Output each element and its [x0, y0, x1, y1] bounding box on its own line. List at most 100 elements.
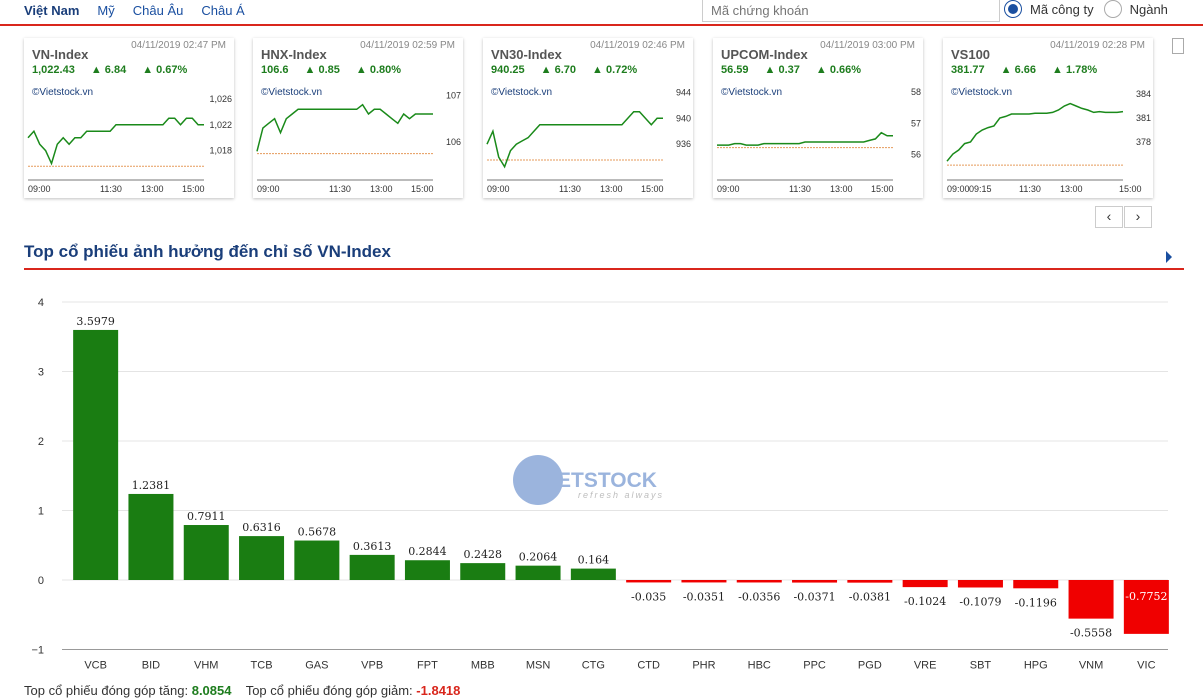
index-card-vn-index[interactable]: VN-Index 04/11/2019 02:47 PM ©Vietstock.vn…: [24, 38, 234, 198]
bar-value-label: 0.5678: [298, 526, 337, 539]
bar-gas[interactable]: [294, 540, 340, 580]
index-card-vs100[interactable]: VS100 04/11/2019 02:28 PM ©Vietstock.vn 381…: [943, 38, 1153, 198]
x-tick-label: 11:30: [559, 184, 581, 194]
tab-vietnam[interactable]: Việt Nam: [24, 3, 80, 18]
x-tick-label: CTD: [637, 660, 660, 672]
bar-pgd[interactable]: [847, 580, 893, 583]
prev-button[interactable]: ‹: [1095, 206, 1123, 228]
x-tick-label: 09:15: [969, 184, 992, 194]
x-tick-label: TCB: [251, 660, 273, 672]
bar-value-label: -0.7752: [1125, 590, 1167, 603]
x-tick-label: 15:00: [411, 184, 434, 194]
bar-sbt[interactable]: [957, 580, 1003, 588]
radio-industry[interactable]: [1103, 0, 1122, 18]
card-value: 1,022.43: [32, 64, 75, 76]
bar-value-label: -0.1079: [959, 595, 1001, 608]
y-tick-label: 3: [38, 367, 44, 379]
bar-value-label: 0.2844: [408, 545, 447, 558]
x-tick-label: 11:30: [1019, 184, 1041, 194]
bar-vcb[interactable]: [73, 329, 119, 580]
bar-value-label: -0.0381: [849, 591, 891, 604]
bar-fpt[interactable]: [404, 560, 450, 580]
bar-value-label: 0.6316: [242, 521, 281, 534]
bar-vnm[interactable]: [1068, 580, 1114, 619]
bar-ctg[interactable]: [570, 568, 616, 580]
y-tick-label: 1: [38, 506, 44, 518]
x-tick-label: 09:00: [717, 184, 740, 194]
x-tick-label: 11:30: [789, 184, 811, 194]
bar-ctd[interactable]: [626, 580, 672, 583]
down-label: Top cổ phiếu đóng góp giảm:: [245, 683, 413, 698]
bar-hbc[interactable]: [736, 580, 782, 583]
x-tick-label: SBT: [970, 660, 992, 672]
y-tick-label: 58: [911, 87, 921, 97]
section-divider: [24, 268, 1184, 270]
card-time: 04/11/2019 03:00 PM: [820, 40, 915, 51]
card-values: 940.25 ▲ 6.70 ▲ 0.72%: [491, 64, 653, 76]
card-source: ©Vietstock.vn: [951, 87, 1013, 98]
card-name: UPCOM-Index: [721, 47, 808, 62]
stock-search-input[interactable]: [702, 0, 1000, 22]
x-tick-label: CTG: [582, 660, 605, 672]
radio-company-code-label: Mã công ty: [1030, 1, 1094, 17]
x-tick-label: 13:00: [370, 184, 393, 194]
bar-hpg[interactable]: [1013, 580, 1059, 589]
search-mode-radios: Mã công ty Ngành: [1004, 0, 1178, 18]
card-pct: ▲ 0.80%: [355, 64, 402, 76]
price-line: [256, 103, 433, 152]
price-line: [946, 102, 1124, 162]
y-tick-label: 106: [446, 137, 461, 147]
card-pct: ▲ 0.72%: [592, 64, 638, 76]
sparkline-chart: 384 381 378 09:00 09:15 11:30 13:00 15:00: [946, 89, 1151, 194]
bar-vhm[interactable]: [183, 525, 229, 580]
sparkline-chart: 944 940 936 09:00 11:30 13:00 15:00: [486, 87, 691, 194]
next-button[interactable]: ›: [1124, 206, 1152, 228]
radio-company-code[interactable]: [1004, 0, 1022, 18]
bar-tcb[interactable]: [239, 536, 285, 580]
card-values: 1,022.43 ▲ 6.84 ▲ 0.67%: [32, 64, 203, 76]
bar-value-label: 0.2428: [464, 548, 503, 561]
bar-mbb[interactable]: [460, 563, 506, 580]
bar-bid[interactable]: [128, 493, 174, 580]
y-tick-label: 944: [676, 87, 691, 97]
x-tick-label: 13:00: [1060, 184, 1083, 194]
y-tick-label: 2: [38, 436, 44, 448]
x-tick-label: 15:00: [871, 184, 894, 194]
x-tick-label: PPC: [803, 660, 826, 672]
x-tick-label: 11:30: [329, 184, 351, 194]
card-value: 940.25: [491, 64, 525, 76]
y-tick-label: 1,026: [209, 94, 232, 104]
bar-vic[interactable]: [1123, 580, 1169, 634]
y-tick-label: 4: [38, 297, 44, 309]
card-time: 04/11/2019 02:28 PM: [1050, 40, 1145, 51]
index-card-upcom-index[interactable]: UPCOM-Index 04/11/2019 03:00 PM ©Vietstock…: [713, 38, 923, 198]
bar-vre[interactable]: [902, 580, 948, 588]
bar-phr[interactable]: [681, 580, 727, 583]
tab-europe[interactable]: Châu Âu: [132, 3, 184, 18]
bar-value-label: 0.164: [578, 554, 610, 567]
card-name: VN30-Index: [491, 47, 562, 62]
y-tick-label: 0: [38, 575, 44, 587]
expand-arrow-icon[interactable]: [1166, 251, 1172, 263]
bar-value-label: 1.2381: [132, 479, 171, 492]
card-time: 04/11/2019 02:46 PM: [590, 40, 685, 51]
index-card-vn30-index[interactable]: VN30-Index 04/11/2019 02:46 PM ©Vietstock.…: [483, 38, 693, 198]
card-time: 04/11/2019 02:47 PM: [131, 40, 226, 51]
bar-value-label: -0.1024: [904, 595, 946, 608]
x-tick-label: 15:00: [1119, 184, 1142, 194]
bar-ppc[interactable]: [792, 580, 838, 583]
bar-value-label: 3.5979: [76, 315, 115, 328]
tab-us[interactable]: Mỹ: [97, 3, 115, 18]
x-tick-label: HPG: [1024, 660, 1048, 672]
card-time: 04/11/2019 02:59 PM: [360, 40, 455, 51]
bar-msn[interactable]: [515, 565, 561, 580]
bar-value-label: -0.0371: [793, 591, 835, 604]
y-tick-label: 378: [1136, 137, 1151, 147]
x-tick-label: 13:00: [600, 184, 623, 194]
y-tick-label: 1,022: [209, 120, 232, 130]
y-tick-label: 384: [1136, 89, 1151, 99]
index-card-hnx-index[interactable]: HNX-Index 04/11/2019 02:59 PM ©Vietstock.v…: [253, 38, 463, 198]
x-tick-label: BID: [142, 660, 160, 672]
bar-vpb[interactable]: [349, 554, 395, 580]
tab-asia[interactable]: Châu Á: [201, 3, 245, 18]
